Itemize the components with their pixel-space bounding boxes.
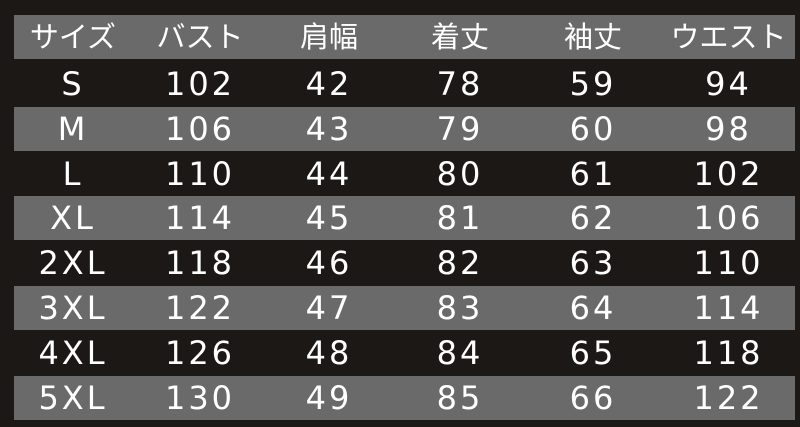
table-cell: XL [50, 199, 96, 237]
table-row: L 110 44 80 61 102 [14, 152, 795, 196]
table-cell: 66 [569, 379, 617, 417]
table-cell: 45 [305, 199, 353, 237]
table-cell: 82 [436, 244, 484, 282]
table-cell: 44 [305, 155, 353, 193]
table-cell: 64 [569, 289, 617, 327]
table-cell: 80 [436, 155, 484, 193]
table-cell: 63 [569, 244, 617, 282]
table-cell: 48 [305, 334, 353, 372]
table-row: M 106 43 79 60 98 [14, 107, 795, 151]
table-cell: 106 [164, 110, 236, 148]
table-row: 4XL 126 48 84 65 118 [14, 331, 795, 375]
table-cell: 79 [436, 110, 484, 148]
table-cell: 130 [164, 379, 236, 417]
table-cell: 118 [164, 244, 236, 282]
table-cell: 46 [305, 244, 353, 282]
table-cell: 43 [305, 110, 353, 148]
table-cell: L [62, 155, 84, 193]
header-cell: 肩幅 [299, 20, 358, 54]
table-cell: 49 [305, 379, 353, 417]
table-cell: 59 [569, 65, 617, 103]
header-cell: バスト [156, 20, 244, 54]
table-cell: 126 [164, 334, 236, 372]
table-row: 3XL 122 47 83 64 114 [14, 286, 795, 330]
table-cell: 61 [569, 155, 617, 193]
table-row: XL 114 45 81 62 106 [14, 196, 795, 240]
table-cell: 110 [164, 155, 236, 193]
table-cell: 114 [693, 289, 764, 327]
table-cell: 78 [436, 65, 484, 103]
table-cell: 5XL [38, 379, 108, 417]
header-cell: 着丈 [430, 20, 489, 54]
header-cell: ウエスト [670, 20, 787, 54]
table-cell: 122 [693, 379, 764, 417]
table-cell: 62 [569, 199, 617, 237]
table-cell: 110 [693, 244, 764, 282]
table-cell: 122 [164, 289, 236, 327]
table-cell: S [61, 65, 85, 103]
table-cell: 3XL [38, 289, 108, 327]
table-row: 2XL 118 46 82 63 110 [14, 241, 795, 285]
header-row: サイズ バスト 肩幅 着丈 袖丈 ウエスト [14, 15, 795, 59]
table-cell: 94 [705, 65, 752, 103]
table-cell: 98 [705, 110, 752, 148]
table-cell: 4XL [38, 334, 108, 372]
table-cell: 114 [164, 199, 236, 237]
table-cell: 85 [436, 379, 484, 417]
header-cell: 袖丈 [563, 20, 622, 54]
table-cell: 60 [569, 110, 617, 148]
table-cell: 102 [693, 155, 764, 193]
table-cell: 84 [436, 334, 484, 372]
table-cell: 106 [693, 199, 764, 237]
table-cell: 65 [569, 334, 617, 372]
table-cell: 47 [305, 289, 353, 327]
table-cell: 118 [693, 334, 764, 372]
table-row: S 102 42 78 59 94 [14, 62, 795, 106]
table-cell: M [57, 110, 89, 148]
table-cell: 83 [436, 289, 484, 327]
table-cell: 102 [164, 65, 236, 103]
table-cell: 42 [305, 65, 353, 103]
table-cell: 81 [436, 199, 484, 237]
table-cell: 2XL [38, 244, 108, 282]
header-cell: サイズ [29, 20, 117, 54]
table-row: 5XL 130 49 85 66 122 [14, 376, 795, 420]
